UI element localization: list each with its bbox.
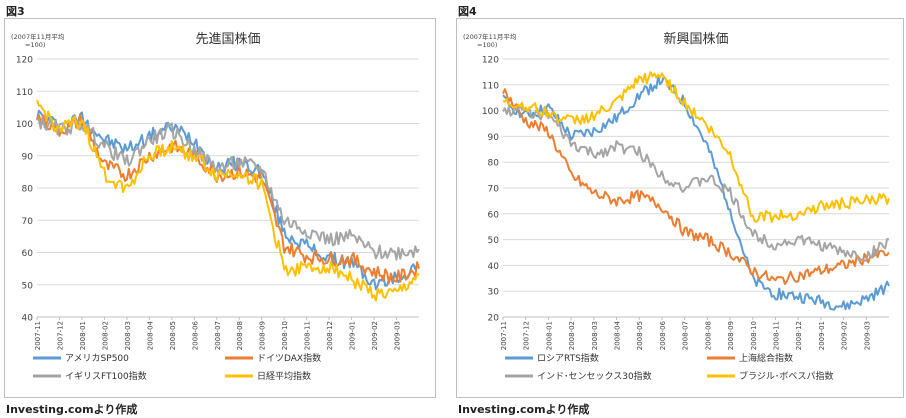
x-tick-label: 2008-09 (259, 321, 267, 350)
x-tick-label: 2008-10 (281, 321, 289, 350)
x-tick-label: 2008-04 (614, 320, 622, 350)
y-tick-label: 50 (488, 236, 500, 246)
legend-label: アメリカSP500 (65, 353, 129, 364)
y-tick-label: 110 (16, 88, 33, 98)
chart-title: 新興国株価 (663, 31, 728, 47)
x-tick-label: 2008-11 (772, 321, 780, 350)
chart-title: 先進国株価 (195, 32, 260, 47)
x-tick-label: 2007-11 (34, 321, 42, 350)
x-tick-label: 2008-09 (727, 321, 735, 350)
unit-note: (2007年11月平均 (11, 32, 65, 41)
x-tick-label: 2008-05 (636, 321, 644, 350)
y-tick-label: 80 (488, 159, 500, 169)
x-tick-label: 2008-06 (191, 320, 199, 350)
series-line (502, 88, 890, 285)
x-tick-label: 2008-11 (304, 321, 312, 350)
chart-panel-left: 先進国株価 (2007年11月平均 =100) 40 50 60 70 80 90 100 110 1… (4, 18, 436, 398)
x-tick-label: 2009-01 (818, 321, 826, 350)
y-tick-label: 70 (488, 185, 500, 195)
y-tick-label: 120 (482, 56, 499, 66)
legend-label: ブラジル･ボベスパ指数 (739, 370, 834, 382)
chart-right: 新興国株価 (2007年11月平均=100) 20 30 40 50 60 70 80 90 100… (463, 31, 890, 382)
y-tick-label: 70 (22, 217, 34, 227)
x-tick-label: 2007-12 (523, 321, 531, 350)
chart-panel-right: 新興国株価 (2007年11月平均 =100) 20 30 40 50 60 70 80 90 100… (456, 18, 904, 398)
x-tick-label: 2009-02 (841, 321, 849, 350)
x-tick-label: 2008-02 (101, 321, 109, 350)
y-tick-label: 110 (482, 81, 499, 91)
x-tick-label: 2009-03 (394, 321, 402, 350)
x-tick-label: 2008-06 (659, 320, 667, 350)
x-tick-label: 2008-12 (326, 321, 334, 350)
x-tick-label: 2008-10 (750, 321, 758, 350)
legend-label: ロシアRTS指数 (537, 352, 599, 364)
series-line (36, 115, 420, 261)
y-tick-label: 40 (488, 262, 500, 272)
x-tick-label: 2007-11 (500, 321, 508, 350)
legend-label: インド･センセックス30指数 (537, 370, 652, 382)
legend-label: イギリスFT100指数 (65, 370, 147, 382)
unit-note: =100) (25, 41, 45, 49)
x-tick-label: 2009-01 (349, 321, 357, 350)
x-tick-label: 2008-07 (682, 321, 690, 350)
x-tick-label: 2008-02 (568, 321, 576, 350)
y-tick-label: 30 (488, 288, 500, 298)
series-line (36, 99, 420, 302)
series-line (36, 113, 420, 284)
y-tick-label: 20 (488, 314, 500, 324)
x-tick-label: 2008-12 (795, 321, 803, 350)
source-note-right: Investing.comより作成 (458, 403, 590, 416)
y-tick-label: 40 (22, 314, 34, 324)
figure-label-left: 図3 (6, 5, 25, 18)
chart-left: 先進国株価 (2007年11月平均=100) 40 50 60 70 80 90 100 110 1… (11, 32, 420, 382)
y-tick-label: 50 (22, 281, 34, 291)
x-tick-label: 2008-08 (236, 321, 244, 350)
series-line (502, 71, 890, 223)
y-tick-label: 60 (488, 210, 500, 220)
x-tick-label: 2008-04 (146, 320, 154, 350)
x-tick-label: 2009-02 (371, 321, 379, 350)
x-tick-label: 2008-01 (545, 321, 553, 350)
x-tick-label: 2008-05 (169, 321, 177, 350)
x-tick-label: 2008-03 (591, 321, 599, 350)
y-tick-label: 90 (22, 152, 34, 162)
source-note-left: Investing.comより作成 (6, 403, 138, 416)
series-line (502, 104, 890, 262)
series-line (502, 75, 890, 311)
legend-label: 上海総合指数 (739, 352, 793, 364)
figure-label-right: 図4 (458, 5, 477, 18)
x-tick-label: 2009-03 (863, 321, 871, 350)
legend-label: ドイツDAX指数 (257, 352, 321, 364)
x-tick-label: 2008-07 (214, 321, 222, 350)
legend-label: 日経平均指数 (257, 370, 311, 382)
y-tick-label: 120 (16, 56, 33, 66)
y-tick-label: 100 (482, 107, 499, 117)
x-tick-label: 2008-08 (704, 321, 712, 350)
x-tick-label: 2008-01 (79, 321, 87, 350)
x-tick-label: 2007-12 (56, 321, 64, 350)
unit-note: (2007年11月平均 (463, 32, 517, 41)
y-tick-label: 100 (16, 120, 33, 130)
unit-note: =100) (477, 41, 497, 49)
y-tick-label: 90 (488, 133, 500, 143)
y-tick-label: 80 (22, 185, 34, 195)
x-tick-label: 2008-03 (124, 321, 132, 350)
y-tick-label: 60 (22, 249, 34, 259)
